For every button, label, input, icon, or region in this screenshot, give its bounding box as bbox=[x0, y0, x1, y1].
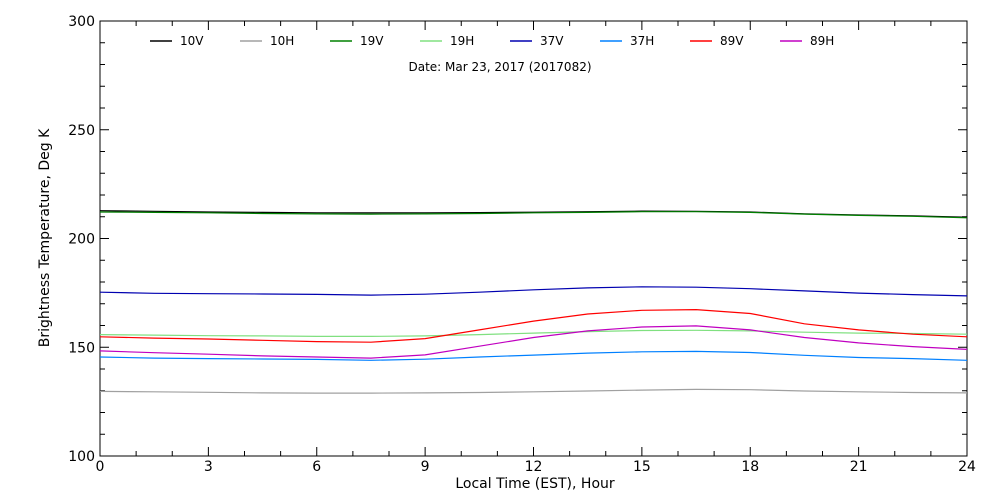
legend-label-89V: 89V bbox=[720, 34, 744, 48]
y-axis-label: Brightness Temperature, Deg K bbox=[37, 128, 53, 347]
legend-label-19H: 19H bbox=[450, 34, 474, 48]
x-tick-label: 3 bbox=[204, 459, 213, 475]
legend-label-10V: 10V bbox=[180, 34, 204, 48]
x-tick-label: 12 bbox=[525, 459, 543, 475]
y-tick-label: 150 bbox=[68, 340, 95, 356]
series-line-10H bbox=[99, 388, 968, 394]
series-line-37V bbox=[99, 286, 968, 297]
x-tick-label: 21 bbox=[850, 459, 868, 475]
date-annotation: Date: Mar 23, 2017 (2017082) bbox=[408, 60, 591, 74]
axes bbox=[99, 20, 968, 457]
legend: 10V 10H 19V 19H 37V 37H 89V 89H bbox=[150, 34, 834, 48]
legend-label-37H: 37H bbox=[630, 34, 654, 48]
series-line-37H bbox=[99, 350, 968, 361]
y-tick-label: 250 bbox=[68, 123, 95, 139]
series-line-19V bbox=[99, 211, 968, 219]
legend-label-10H: 10H bbox=[270, 34, 294, 48]
y-tick-label: 200 bbox=[68, 232, 95, 248]
series-lines bbox=[99, 210, 968, 394]
legend-label-37V: 37V bbox=[540, 34, 564, 48]
x-tick-label: 15 bbox=[633, 459, 651, 475]
series-line-19H bbox=[99, 329, 968, 337]
x-tick-label: 6 bbox=[312, 459, 321, 475]
x-tick-label: 24 bbox=[958, 459, 976, 475]
series-line-89V bbox=[99, 308, 968, 343]
x-tick-label: 0 bbox=[96, 459, 105, 475]
plot-frame bbox=[99, 20, 968, 457]
x-tick-label: 18 bbox=[741, 459, 759, 475]
series-line-10V bbox=[99, 210, 968, 218]
y-tick-label: 300 bbox=[68, 14, 95, 30]
x-tick-label: 9 bbox=[421, 459, 430, 475]
series-line-89H bbox=[99, 325, 968, 359]
legend-label-89H: 89H bbox=[810, 34, 834, 48]
y-tick-label: 100 bbox=[68, 449, 95, 465]
legend-label-19V: 19V bbox=[360, 34, 384, 48]
ticks: 0 3 6 9 12 15 18 21 24 100 150 200 250 300 bbox=[68, 14, 976, 475]
x-axis-label: Local Time (EST), Hour bbox=[455, 476, 615, 492]
